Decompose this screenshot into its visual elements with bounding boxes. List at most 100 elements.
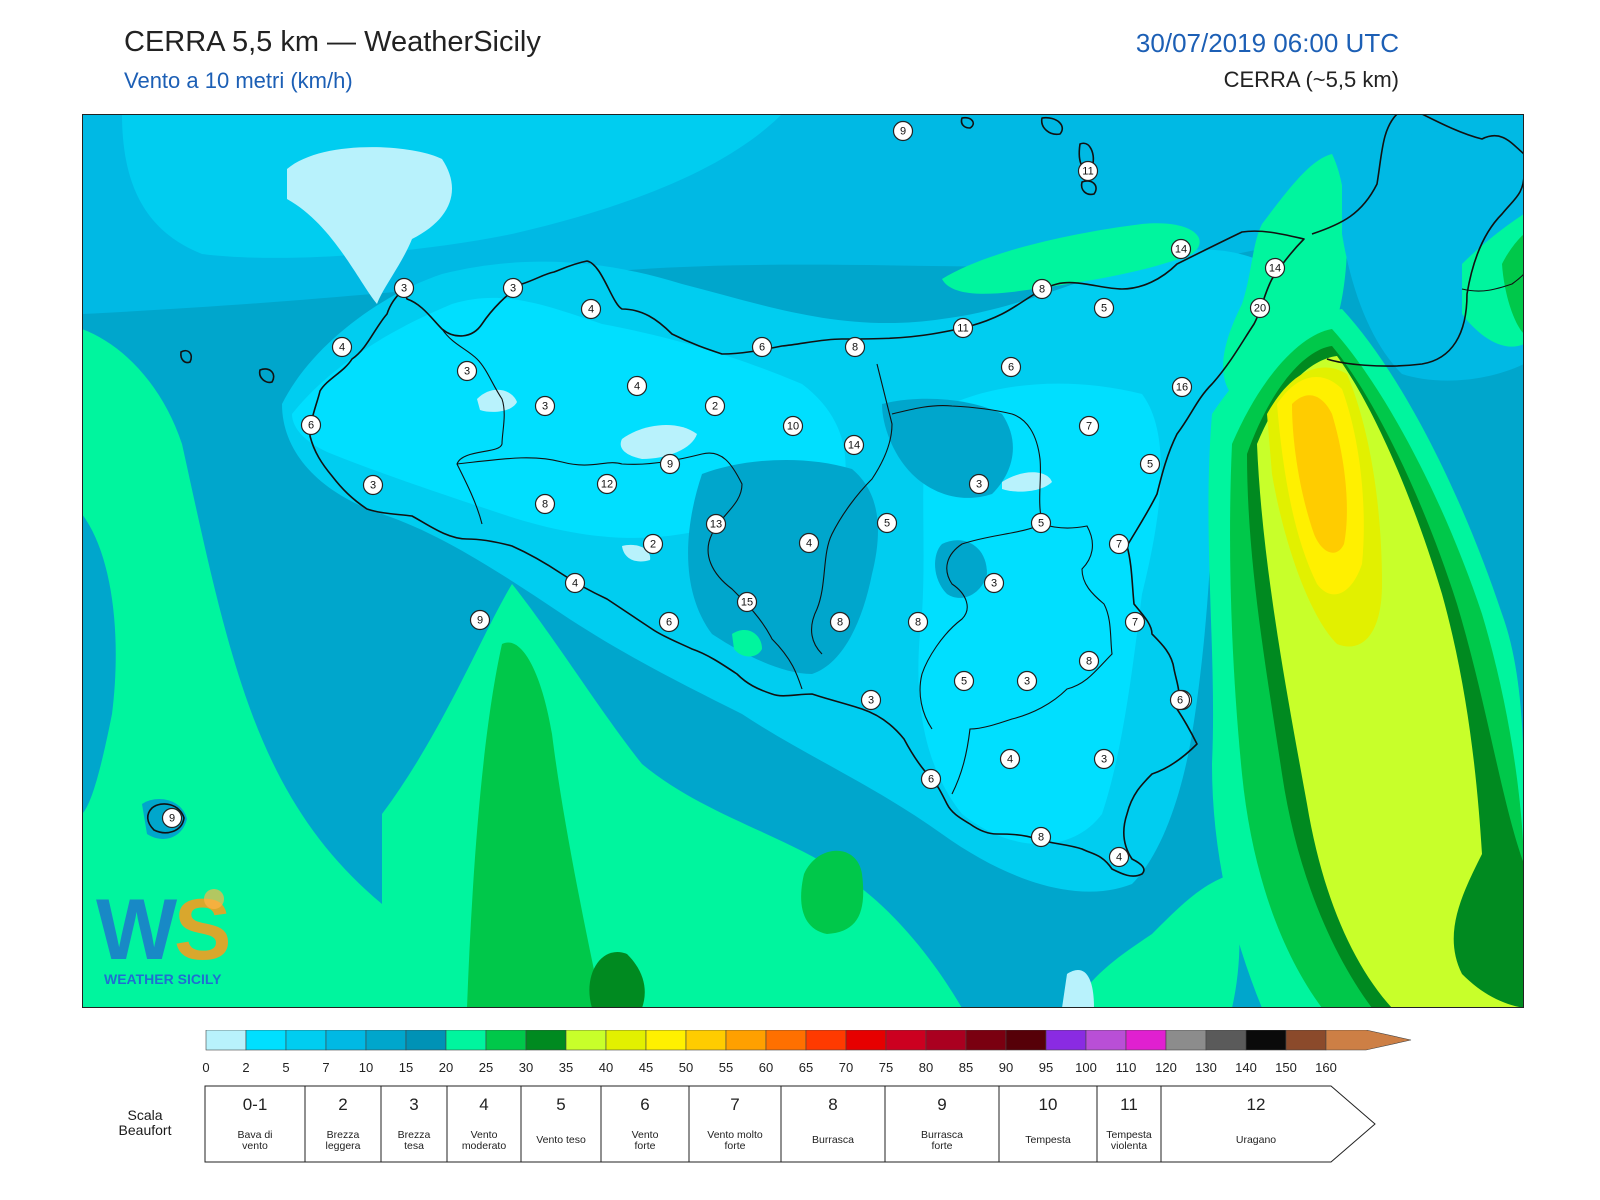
station-value: 3 bbox=[542, 401, 548, 413]
wind-zone-calabria-e2 bbox=[1502, 234, 1524, 334]
station-value: 9 bbox=[900, 126, 906, 138]
beaufort-name: moderato bbox=[462, 1140, 507, 1152]
station-value: 5 bbox=[884, 518, 890, 530]
station-value: 11 bbox=[957, 323, 968, 335]
sicily-coastline bbox=[309, 230, 1305, 877]
island-lipari bbox=[960, 116, 974, 129]
calabria-coastline bbox=[1311, 114, 1398, 235]
beaufort-name: Vento bbox=[471, 1129, 498, 1141]
station-marker: 6 bbox=[751, 336, 773, 358]
logo-text: WEATHER SICILY bbox=[104, 971, 222, 987]
station-marker: 8 bbox=[534, 493, 556, 515]
station-value: 3 bbox=[464, 366, 470, 378]
station-value: 4 bbox=[1116, 852, 1122, 864]
wind-map: 9 11 14 14 20 16 3 3 4 4 6 9 11 8 5 3 3 6 8 6 7 5 3 4 2 10 14 3 12 9 8… bbox=[82, 114, 1524, 1008]
station-markers: 9 11 14 14 20 16 3 3 4 4 6 9 11 8 5 3 3 6 8 6 7 5 3 4 2 10 14 3 12 9 8… bbox=[161, 120, 1286, 868]
beaufort-box bbox=[304, 1085, 382, 1163]
station-marker: 5 bbox=[1093, 297, 1115, 319]
wind-zone-south-core bbox=[589, 952, 645, 1008]
station-value: 8 bbox=[837, 617, 843, 629]
station-marker: 3 bbox=[534, 395, 556, 417]
colorbar-swatch bbox=[1285, 1030, 1327, 1051]
forecast-datetime: 30/07/2019 06:00 UTC bbox=[1135, 28, 1399, 58]
map-title: CERRA 5,5 km — WeatherSicily bbox=[124, 26, 541, 58]
wind-zone-west-inner bbox=[82, 514, 116, 814]
model-label: CERRA (~5,5 km) bbox=[1223, 67, 1399, 92]
wind-zone-ionian-7 bbox=[1292, 395, 1347, 553]
station-value: 9 bbox=[667, 459, 673, 471]
colorbar-tick-label: 160 bbox=[1315, 1060, 1337, 1075]
station-value: 4 bbox=[588, 304, 594, 316]
station-value: 8 bbox=[852, 342, 858, 354]
beaufort-name: tesa bbox=[404, 1140, 424, 1152]
colorbar-swatch bbox=[965, 1030, 1007, 1051]
station-value: 9 bbox=[477, 615, 483, 627]
colorbar-tick-label: 2 bbox=[242, 1060, 249, 1075]
colorbar-swatch bbox=[725, 1030, 767, 1051]
colorbar-tick-label: 75 bbox=[879, 1060, 893, 1075]
station-marker: 10 bbox=[782, 415, 804, 437]
colorbar-swatch bbox=[285, 1030, 327, 1051]
station-marker: 6 bbox=[658, 611, 680, 633]
station-marker: 4 bbox=[1108, 846, 1130, 868]
calm-patch-nw bbox=[287, 147, 452, 304]
beaufort-box bbox=[884, 1085, 1000, 1163]
beaufort-name: Vento teso bbox=[536, 1134, 586, 1146]
colorbar-swatch bbox=[885, 1030, 927, 1051]
beaufort-name: Brezza bbox=[398, 1129, 431, 1141]
colorbar-swatch bbox=[605, 1030, 647, 1051]
colorbar-tick-label: 0 bbox=[202, 1060, 209, 1075]
station-value: 4 bbox=[634, 381, 640, 393]
weathersicily-logo: W S WEATHER SICILY bbox=[96, 882, 231, 987]
colorbar-swatch bbox=[1005, 1030, 1047, 1051]
beaufort-box bbox=[1096, 1085, 1162, 1163]
station-value: 14 bbox=[848, 440, 860, 452]
colorbar-tick-label: 90 bbox=[999, 1060, 1013, 1075]
station-value: 3 bbox=[991, 578, 997, 590]
beaufort-name: Bava di bbox=[237, 1129, 272, 1141]
station-value: 12 bbox=[601, 479, 613, 491]
station-marker: 3 bbox=[983, 572, 1005, 594]
station-marker: 5 bbox=[1030, 512, 1052, 534]
station-value: 3 bbox=[401, 283, 407, 295]
station-marker: 3 bbox=[968, 473, 990, 495]
colorbar-tick-label: 150 bbox=[1275, 1060, 1297, 1075]
colorbar-tick-label: 7 bbox=[322, 1060, 329, 1075]
beaufort-box bbox=[380, 1085, 448, 1163]
calabria-coastline-3 bbox=[1421, 114, 1524, 155]
map-subtitle: Vento a 10 metri (km/h) bbox=[124, 68, 353, 93]
island-stromboli bbox=[1080, 180, 1097, 196]
beaufort-name: forte bbox=[634, 1140, 655, 1152]
station-marker: 13 bbox=[705, 513, 727, 535]
station-marker: 11 bbox=[1077, 160, 1099, 182]
colorbar-tick-label: 30 bbox=[519, 1060, 533, 1075]
station-marker: 9 bbox=[892, 120, 914, 142]
station-value: 6 bbox=[666, 617, 672, 629]
beaufort-name: Tempesta bbox=[1106, 1129, 1152, 1141]
station-marker: 11 bbox=[952, 317, 974, 339]
wind-zone-tyrrhenian bbox=[942, 223, 1200, 294]
station-value: 11 bbox=[1082, 166, 1093, 178]
colorbar-tick-label: 35 bbox=[559, 1060, 573, 1075]
station-value: 6 bbox=[1177, 695, 1183, 707]
station-value: 8 bbox=[1086, 656, 1092, 668]
station-value: 2 bbox=[650, 539, 656, 551]
beaufort-name: Burrasca bbox=[921, 1129, 963, 1141]
beaufort-number: 4 bbox=[479, 1095, 488, 1114]
colorbar-swatch bbox=[565, 1030, 607, 1051]
colorbar-tick-label: 25 bbox=[479, 1060, 493, 1075]
station-value: 4 bbox=[1007, 754, 1013, 766]
colorbar-swatch bbox=[1165, 1030, 1207, 1051]
station-marker: 7 bbox=[1108, 533, 1130, 555]
colorbar-swatch bbox=[925, 1030, 967, 1051]
colorbar-tick-label: 20 bbox=[439, 1060, 453, 1075]
station-marker: 9 bbox=[659, 453, 681, 475]
beaufort-name: forte bbox=[931, 1140, 952, 1152]
province-border-3 bbox=[811, 363, 893, 655]
beaufort-number: 8 bbox=[828, 1095, 837, 1114]
colorbar-swatch bbox=[1125, 1030, 1167, 1051]
station-marker: 5 bbox=[1139, 453, 1161, 475]
station-marker: 3 bbox=[1016, 670, 1038, 692]
beaufort-number: 6 bbox=[640, 1095, 649, 1114]
beaufort-name: violenta bbox=[1111, 1140, 1147, 1152]
